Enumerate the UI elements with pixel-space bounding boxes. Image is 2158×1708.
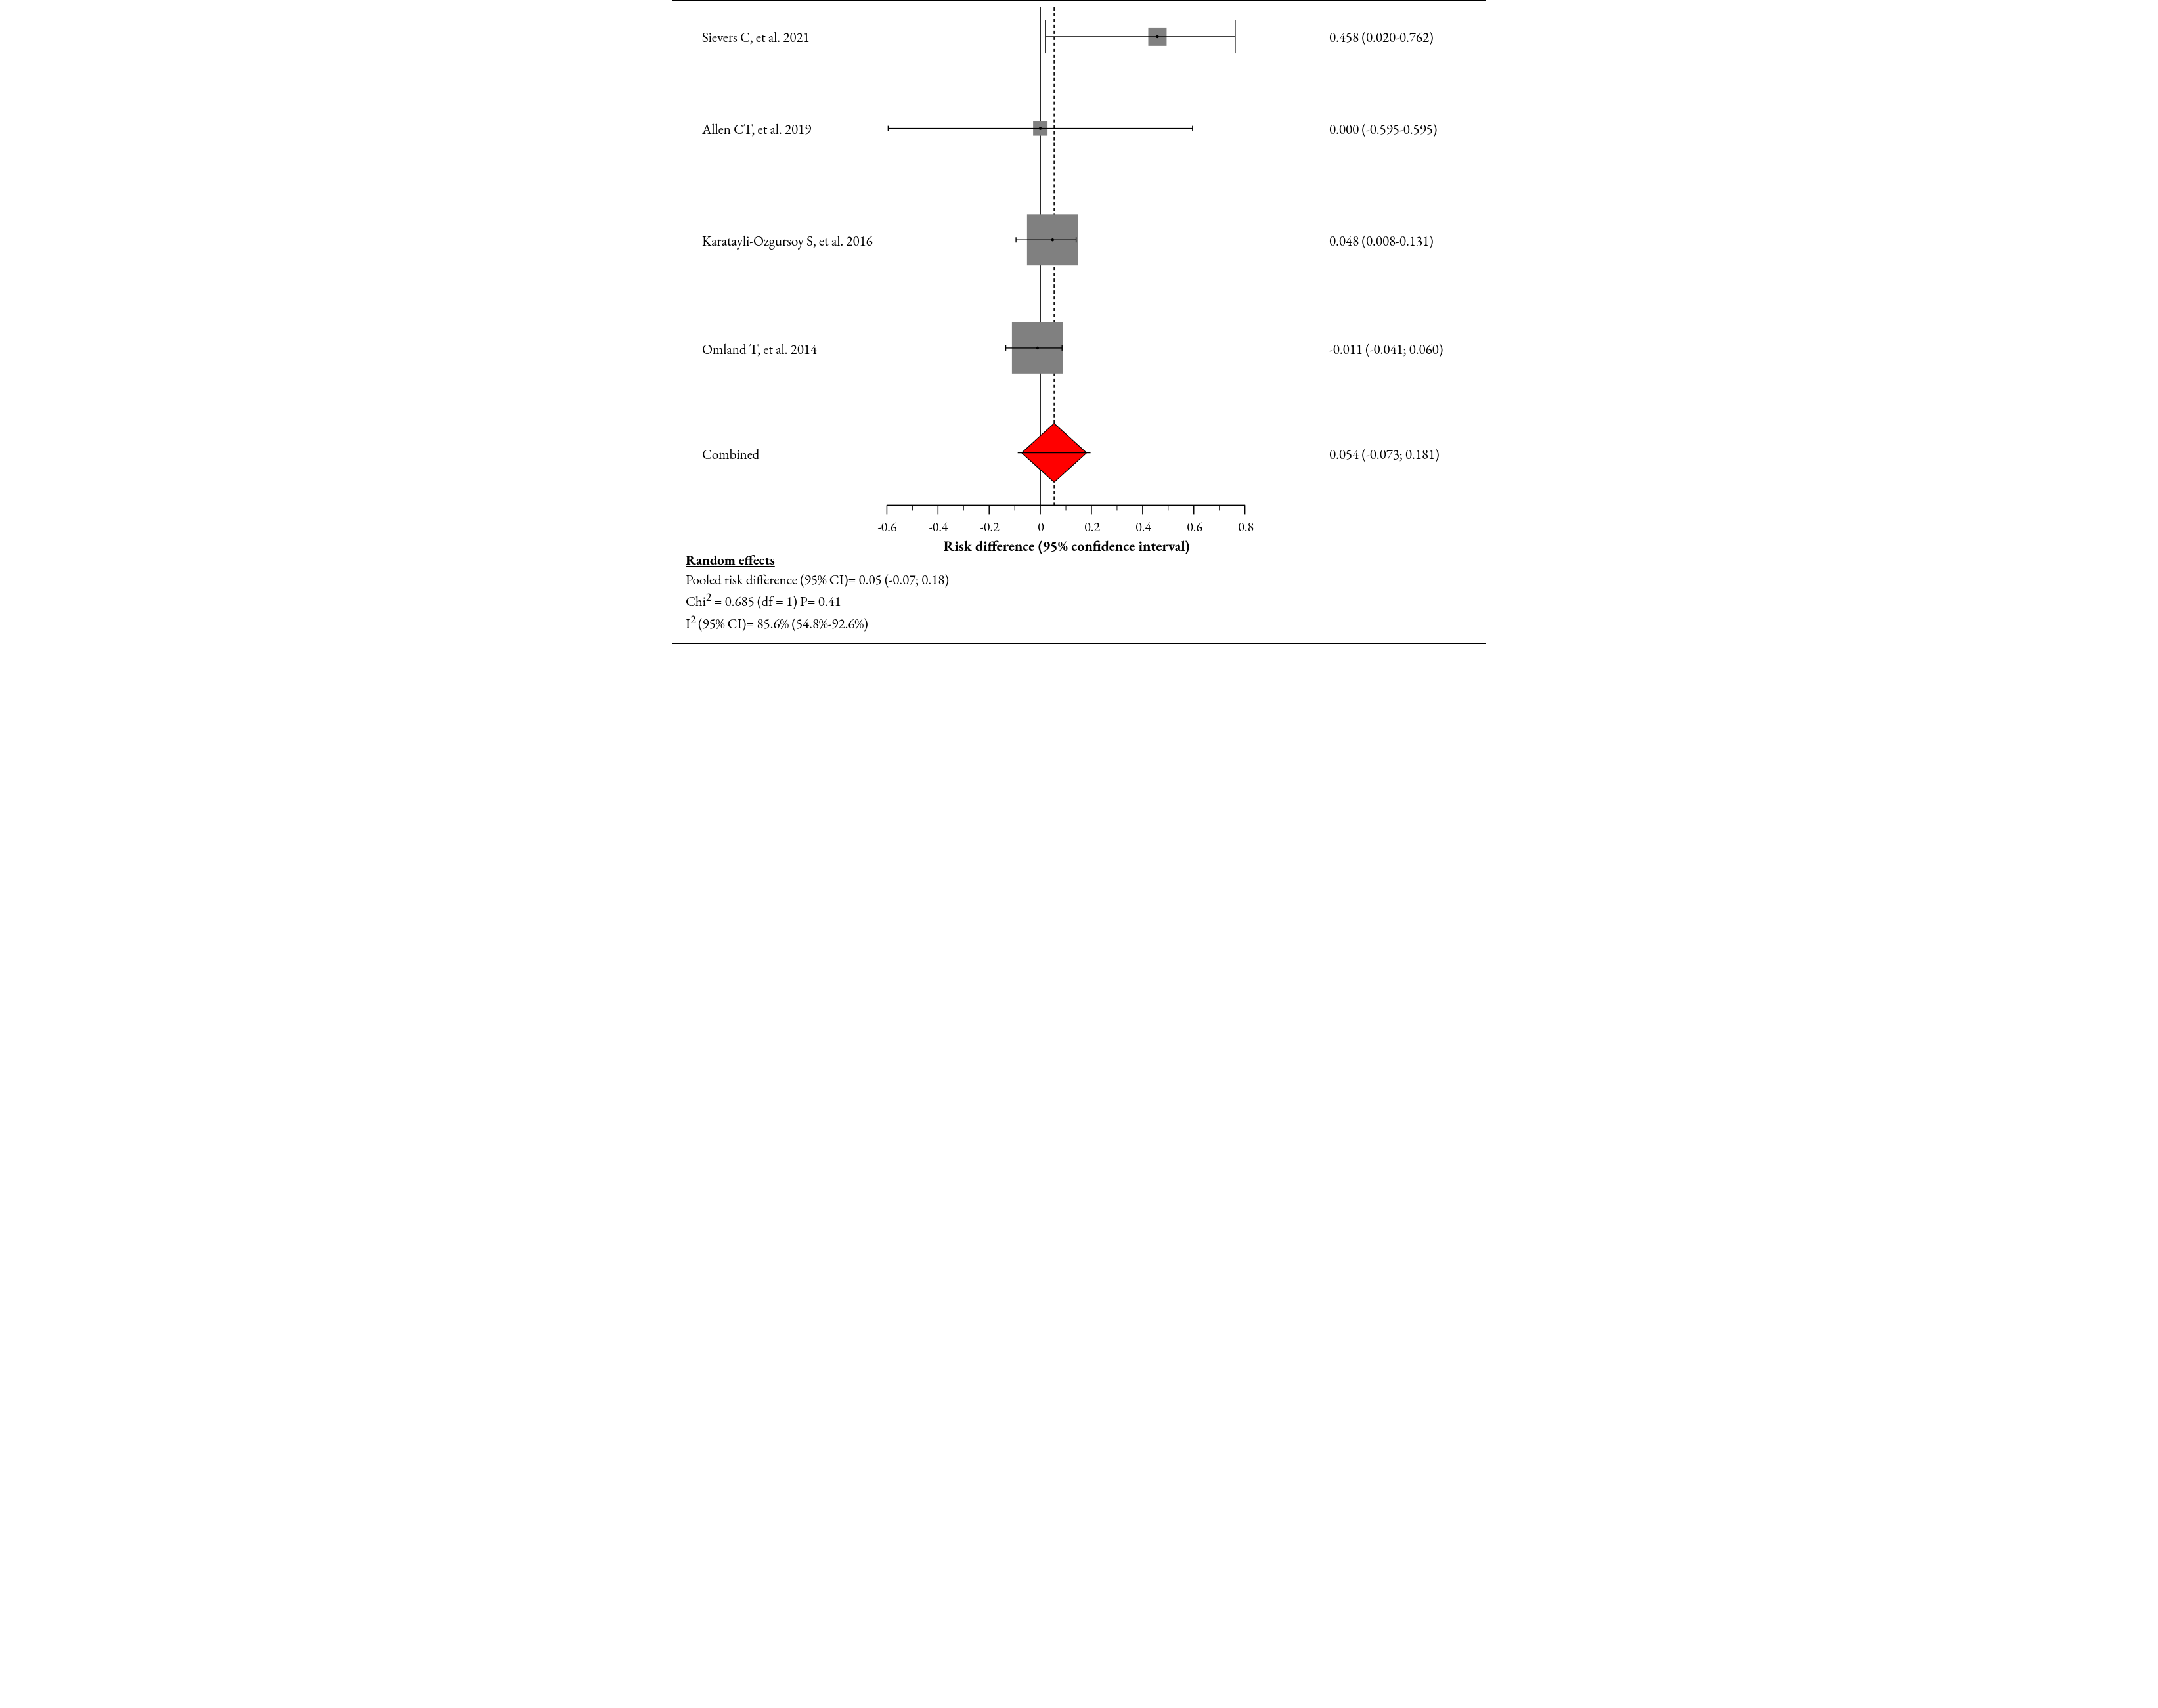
study-effect-text: 0.458 (0.020-0.762) — [1329, 29, 1434, 47]
i2-text: I2 (95% CI)= 85.6% (54.8%-92.6%) — [686, 612, 949, 634]
study-label: Karatayli-Ozgursoy S, et al. 2016 — [702, 232, 873, 250]
study-label: Sievers C, et al. 2021 — [702, 29, 810, 47]
x-tick-label: -0.4 — [929, 518, 948, 535]
pooled-rd-text: Pooled risk difference (95% CI)= 0.05 (-… — [686, 571, 949, 590]
stats-heading: Random effects — [686, 551, 949, 570]
chi2-text: Chi2 = 0.685 (df = 1) P= 0.41 — [686, 590, 949, 611]
x-tick-label: 0.8 — [1238, 518, 1254, 535]
x-tick-label: 0.4 — [1135, 518, 1151, 535]
x-tick-label: 0.6 — [1187, 518, 1202, 535]
forest-plot-canvas: Sievers C, et al. 2021 0.458 (0.020-0.762… — [672, 0, 1486, 644]
combined-effect-text: 0.054 (-0.073; 0.181) — [1329, 446, 1440, 464]
x-tick-label: 0.2 — [1084, 518, 1100, 535]
x-tick-label: 0 — [1038, 518, 1044, 535]
combined-row-label: Combined — [702, 446, 759, 464]
study-effect-text: -0.011 (-0.041; 0.060) — [1329, 341, 1443, 359]
x-axis-title: Risk difference (95% confidence interval… — [944, 536, 1190, 556]
x-tick-label: -0.2 — [980, 518, 999, 535]
study-effect-text: 0.000 (-0.595-0.595) — [1329, 121, 1437, 139]
study-effect-text: 0.048 (0.008-0.131) — [1329, 232, 1434, 250]
study-label: Allen CT, et al. 2019 — [702, 121, 811, 139]
random-effects-stats: Random effectsPooled risk difference (95… — [686, 551, 949, 634]
x-tick-label: -0.6 — [877, 518, 896, 535]
study-label: Omland T, et al. 2014 — [702, 341, 817, 359]
